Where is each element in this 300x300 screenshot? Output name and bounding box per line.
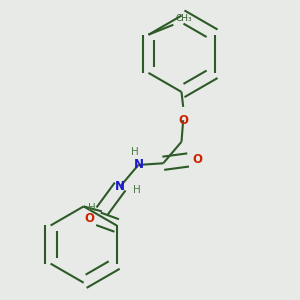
Text: H: H: [131, 147, 139, 157]
Text: CH₃: CH₃: [175, 14, 192, 23]
Text: O: O: [178, 113, 188, 127]
Text: H: H: [134, 185, 141, 195]
Text: O: O: [85, 212, 94, 225]
Text: N: N: [115, 180, 125, 193]
Text: O: O: [192, 154, 202, 166]
Text: N: N: [134, 158, 143, 171]
Text: H: H: [88, 203, 96, 213]
